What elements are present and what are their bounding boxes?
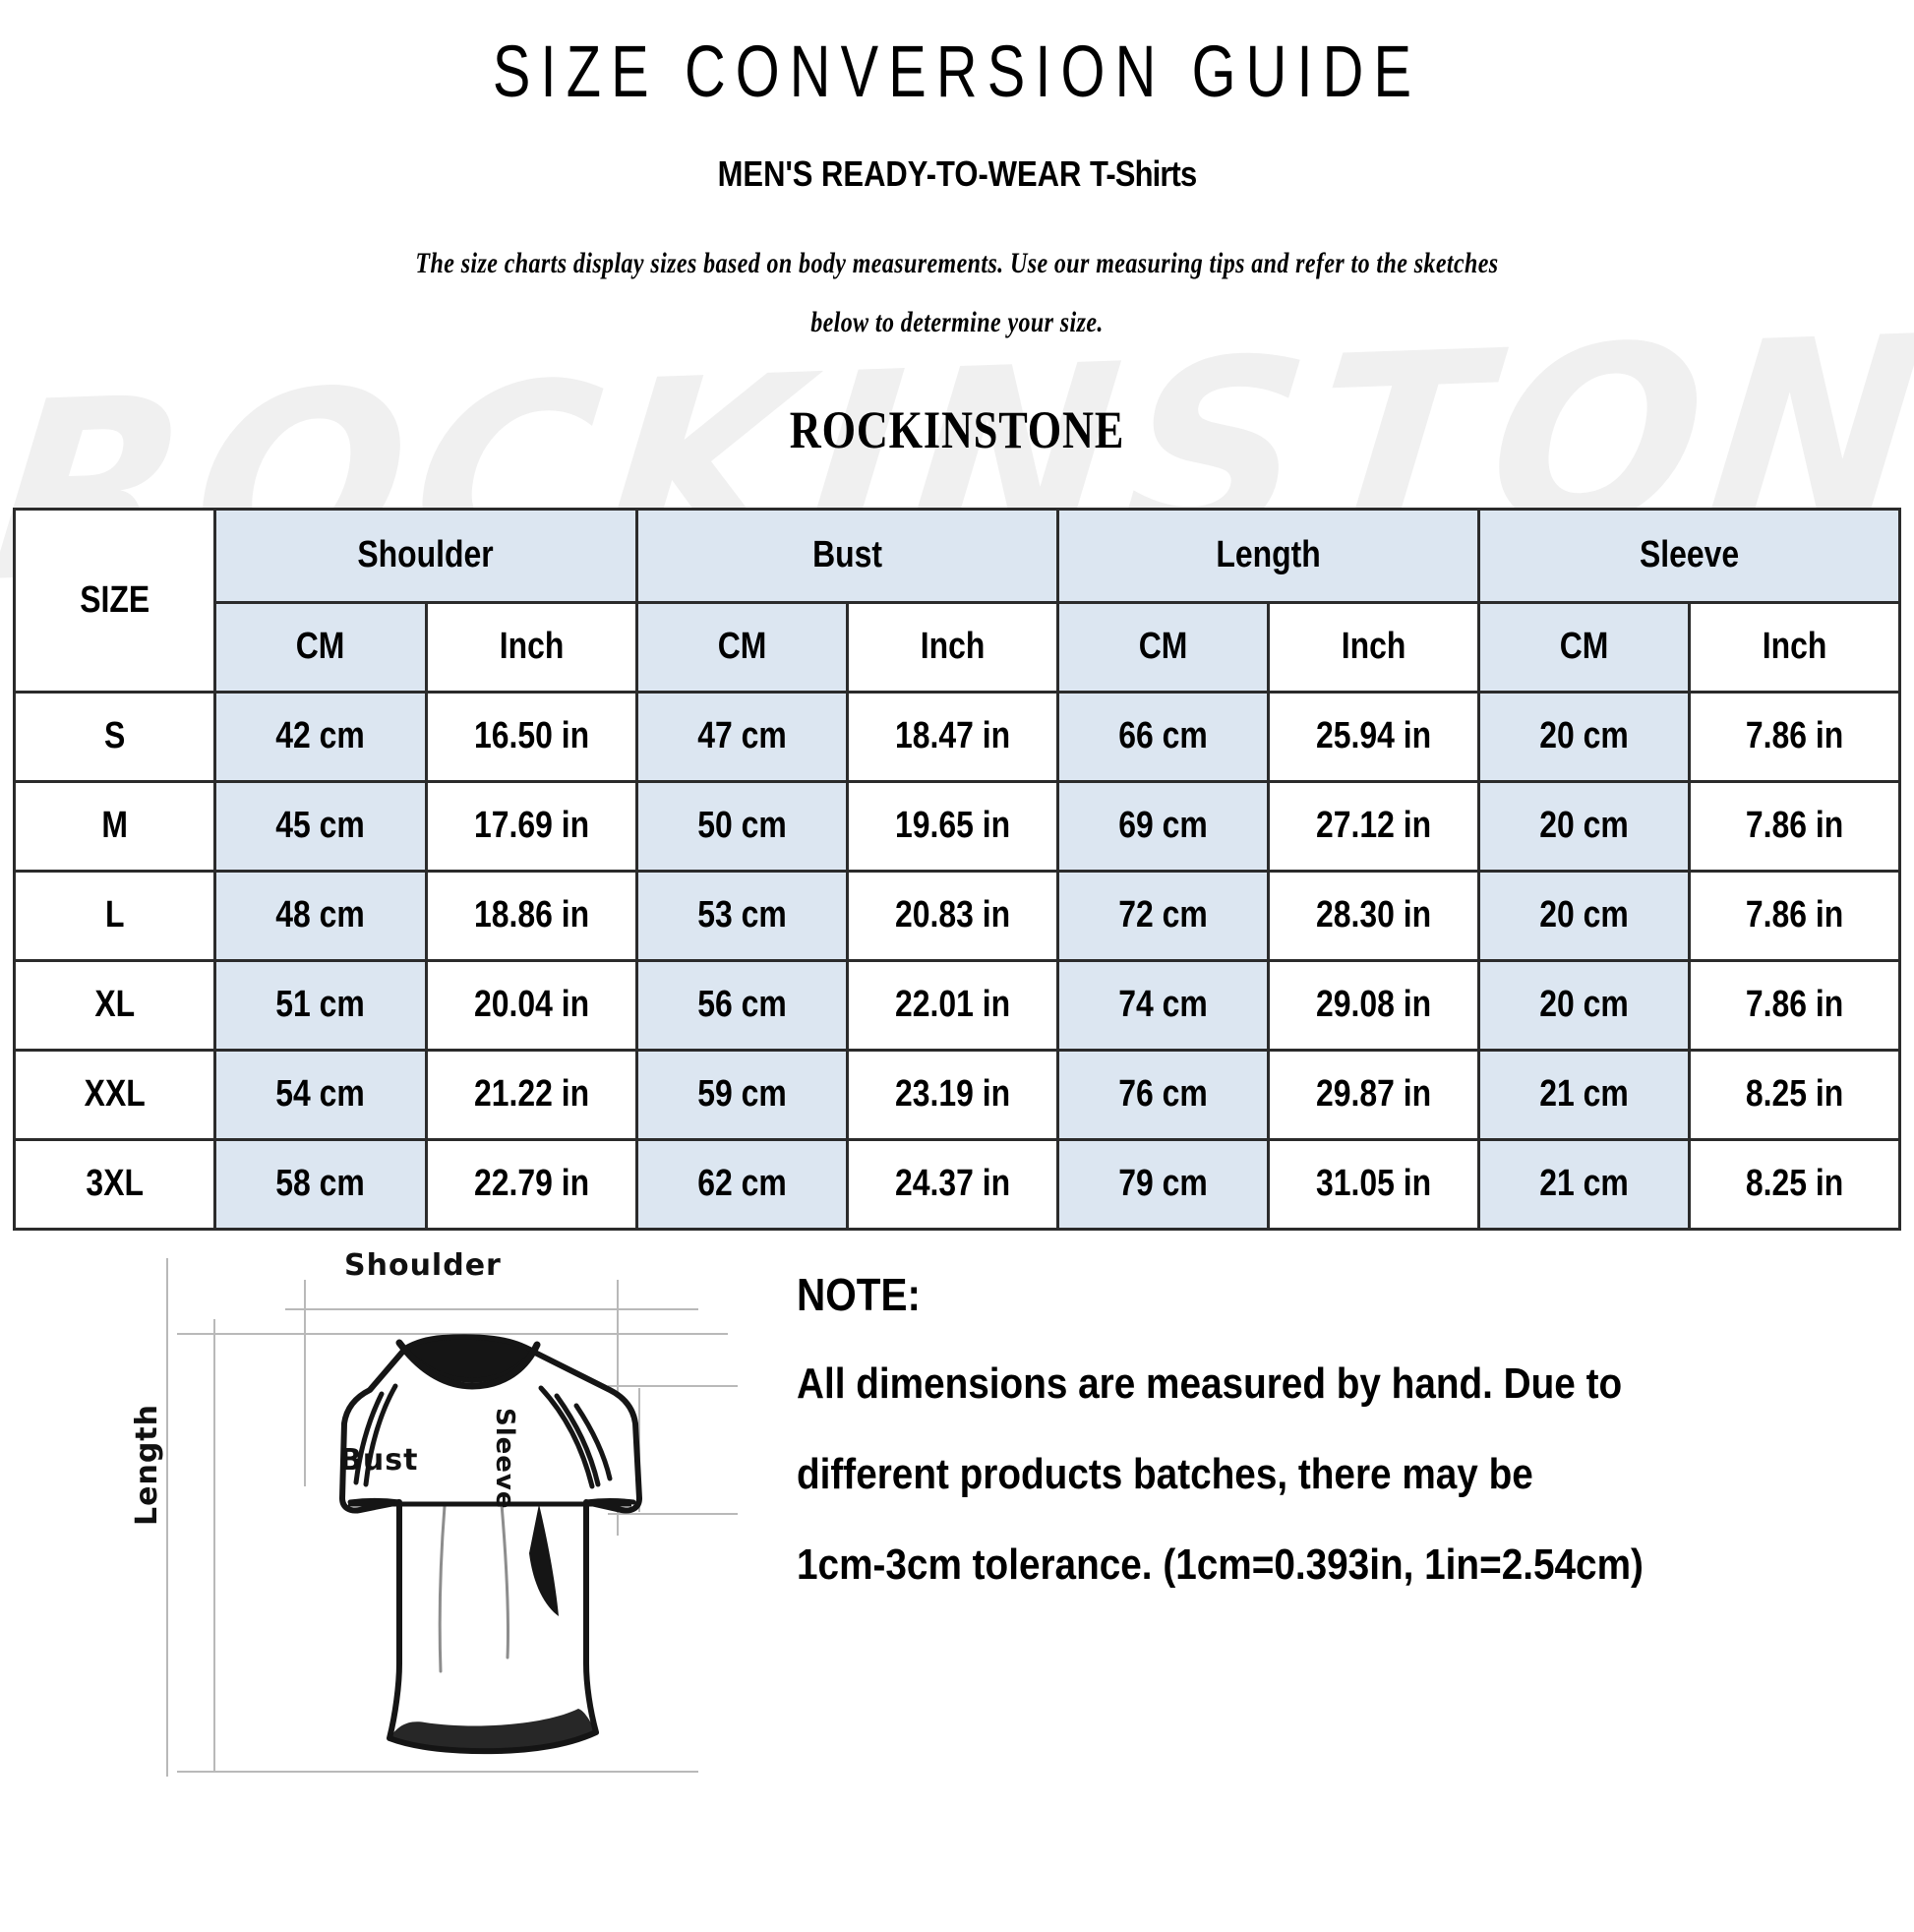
cell-value: 21 cm [1476,1048,1691,1141]
table-body: S 42 cm 16.50 in 47 cm 18.47 in 66 cm 25.94 in… [12,690,1902,1231]
cell-value: 21.22 in [424,1048,638,1141]
table-header-row: SIZE Shoulder Bust Length Sleeve [12,507,1902,694]
collar-shape [401,1334,537,1383]
note-section: NOTE: All dimensions are measured by han… [757,1240,1914,1634]
page-description: The size charts display sizes based on b… [192,234,1723,352]
table-row: 3XL 58 cm 22.79 in 62 cm 24.37 in 79 cm 31.05 … [12,1137,1902,1231]
cell-value: 74 cm [1055,958,1270,1052]
header-size: SIZE [12,507,217,694]
cell-size: XXL [12,1048,217,1141]
description-line-1: The size charts display sizes based on b… [415,246,1499,279]
unit-sleeve-cm: CM [1476,600,1691,694]
table-row: XXL 54 cm 21.22 in 59 cm 23.19 in 76 cm 29.87 … [12,1048,1902,1141]
cell-value: 42 cm [213,690,428,783]
cell-value: 21 cm [1476,1137,1691,1231]
cell-value: 29.87 in [1266,1048,1480,1141]
cell-value: 19.65 in [845,779,1059,873]
note-line-1: All dimensions are measured by hand. Due… [797,1358,1623,1408]
cell-value: 27.12 in [1266,779,1480,873]
header-sleeve: Sleeve [1476,507,1902,604]
sketch-label-shoulder: Shoulder [344,1247,502,1283]
cell-value: 51 cm [213,958,428,1052]
cell-value: 79 cm [1055,1137,1270,1231]
cell-value: 23.19 in [845,1048,1059,1141]
cell-value: 24.37 in [845,1137,1059,1231]
cell-value: 48 cm [213,869,428,962]
note-line-2: different products batches, there may be [797,1449,1533,1498]
cell-value: 22.79 in [424,1137,638,1231]
note-title: NOTE: [797,1268,921,1320]
cell-value: 58 cm [213,1137,428,1231]
cell-value: 28.30 in [1266,869,1480,962]
cell-value: 16.50 in [424,690,638,783]
page-subtitle: MEN'S READY-TO-WEAR T-Shirts [134,153,1780,195]
cell-size: S [12,690,217,783]
cell-value: 20.04 in [424,958,638,1052]
cell-value: 47 cm [634,690,849,783]
unit-shoulder-inch: Inch [424,600,638,694]
table-row: L 48 cm 18.86 in 53 cm 20.83 in 72 cm 28.30 in… [12,869,1902,962]
cell-value: 7.86 in [1687,690,1902,783]
cell-value: 31.05 in [1266,1137,1480,1231]
brand-name: ROCKINSTONE [789,399,1125,459]
header-shoulder: Shoulder [213,507,638,604]
cell-value: 45 cm [213,779,428,873]
subtitle-category: MEN'S READY-TO-WEAR [717,152,1090,194]
cell-value: 7.86 in [1687,779,1902,873]
cell-value: 66 cm [1055,690,1270,783]
cell-value: 20 cm [1476,779,1691,873]
cell-value: 69 cm [1055,779,1270,873]
cell-size: L [12,869,217,962]
cell-size: M [12,779,217,873]
cell-value: 59 cm [634,1048,849,1141]
description-line-2: below to determine your size. [810,305,1104,338]
note-line-3: 1cm-3cm tolerance. (1cm=0.393in, 1in=2.5… [797,1540,1644,1589]
cell-value: 20.83 in [845,869,1059,962]
tshirt-sketch-icon [166,1257,738,1777]
unit-length-inch: Inch [1266,600,1480,694]
header-length: Length [1055,507,1480,604]
sketch-label-length: Length [130,1403,164,1526]
cell-value: 29.08 in [1266,958,1480,1052]
cell-value: 8.25 in [1687,1137,1902,1231]
cell-value: 54 cm [213,1048,428,1141]
table-row: M 45 cm 17.69 in 50 cm 19.65 in 69 cm 27.12 in… [12,779,1902,873]
table-row: XL 51 cm 20.04 in 56 cm 22.01 in 74 cm 29.08 i… [12,958,1902,1052]
sketch-label-bust: Bust [339,1442,419,1478]
table-unit-row: CM Inch CM Inch CM Inch CM Inch [15,600,1902,694]
cell-value: 25.94 in [1266,690,1480,783]
cell-value: 17.69 in [424,779,638,873]
cell-value: 7.86 in [1687,958,1902,1052]
size-guide-page: SIZE CONVERSION GUIDE MEN'S READY-TO-WEA… [0,18,1914,1791]
cell-value: 20 cm [1476,690,1691,783]
cell-value: 18.47 in [845,690,1059,783]
cell-size: 3XL [12,1137,217,1231]
cell-value: 72 cm [1055,869,1270,962]
unit-shoulder-cm: CM [213,600,428,694]
subtitle-product: T-Shirts [1089,152,1197,194]
cell-value: 62 cm [634,1137,849,1231]
page-title: SIZE CONVERSION GUIDE [492,30,1422,112]
unit-bust-inch: Inch [845,600,1059,694]
unit-length-cm: CM [1055,600,1270,694]
unit-sleeve-inch: Inch [1687,600,1902,694]
cell-value: 7.86 in [1687,869,1902,962]
cell-value: 56 cm [634,958,849,1052]
cell-value: 8.25 in [1687,1048,1902,1141]
size-conversion-table: SIZE Shoulder Bust Length Sleeve CM Inch… [12,507,1902,1231]
cell-value: 53 cm [634,869,849,962]
cell-size: XL [12,958,217,1052]
cell-value: 20 cm [1476,869,1691,962]
cell-value: 76 cm [1055,1048,1270,1141]
bottom-section: Shoulder Bust Length Sleeve NOTE: All di… [0,1240,1914,1791]
tshirt-measurement-diagram: Shoulder Bust Length Sleeve [130,1240,757,1791]
table-row: S 42 cm 16.50 in 47 cm 18.47 in 66 cm 25.94 in… [12,690,1902,783]
cell-value: 50 cm [634,779,849,873]
sketch-label-sleeve: Sleeve [490,1407,519,1510]
cell-value: 18.86 in [424,869,638,962]
cell-value: 22.01 in [845,958,1059,1052]
header-bust: Bust [634,507,1059,604]
cell-value: 20 cm [1476,958,1691,1052]
unit-bust-cm: CM [634,600,849,694]
